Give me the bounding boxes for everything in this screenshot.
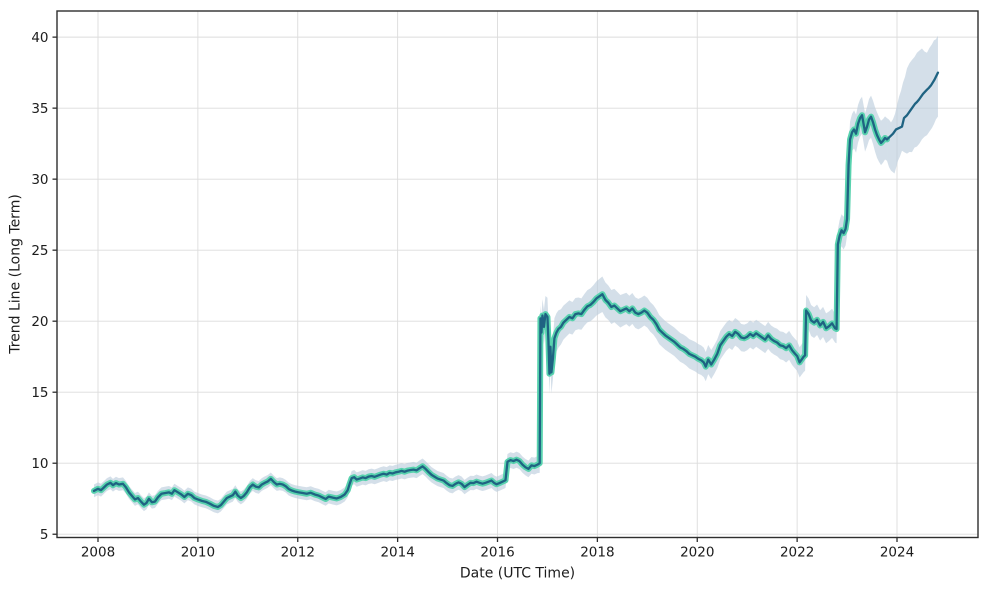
y-tick-label: 40 — [31, 30, 48, 46]
trend-line-highlight — [91, 112, 891, 510]
x-tick-label: 2008 — [81, 545, 115, 561]
y-tick-label: 30 — [31, 172, 48, 188]
axes-layer: 2008 2010 2012 2014 2016 2018 2020 2022 2024 5 10 1… — [31, 10, 979, 561]
y-tick-label: 10 — [31, 456, 48, 472]
x-axis-label: Date (UTC Time) — [460, 566, 575, 582]
x-tick-label: 2024 — [880, 545, 914, 561]
x-tick-label: 2018 — [580, 545, 614, 561]
data-layer — [91, 35, 940, 514]
x-tick-label: 2020 — [680, 545, 714, 561]
y-tick-label: 25 — [31, 243, 48, 259]
y-tick-label: 35 — [31, 101, 48, 117]
confidence-band — [94, 95, 888, 514]
y-axis-label: Trend Line (Long Term) — [8, 194, 24, 355]
y-tick-label: 20 — [31, 314, 48, 330]
x-tick-label: 2012 — [281, 545, 315, 561]
x-tick-label: 2014 — [380, 545, 414, 561]
y-tick-label: 5 — [40, 527, 49, 543]
x-tick-label: 2010 — [181, 545, 215, 561]
y-tick-label: 15 — [31, 385, 48, 401]
forecast-band — [887, 35, 938, 174]
trend-line — [92, 71, 940, 509]
x-tick-label: 2016 — [480, 545, 514, 561]
plot-border — [56, 10, 979, 539]
x-tick-label: 2022 — [780, 545, 814, 561]
